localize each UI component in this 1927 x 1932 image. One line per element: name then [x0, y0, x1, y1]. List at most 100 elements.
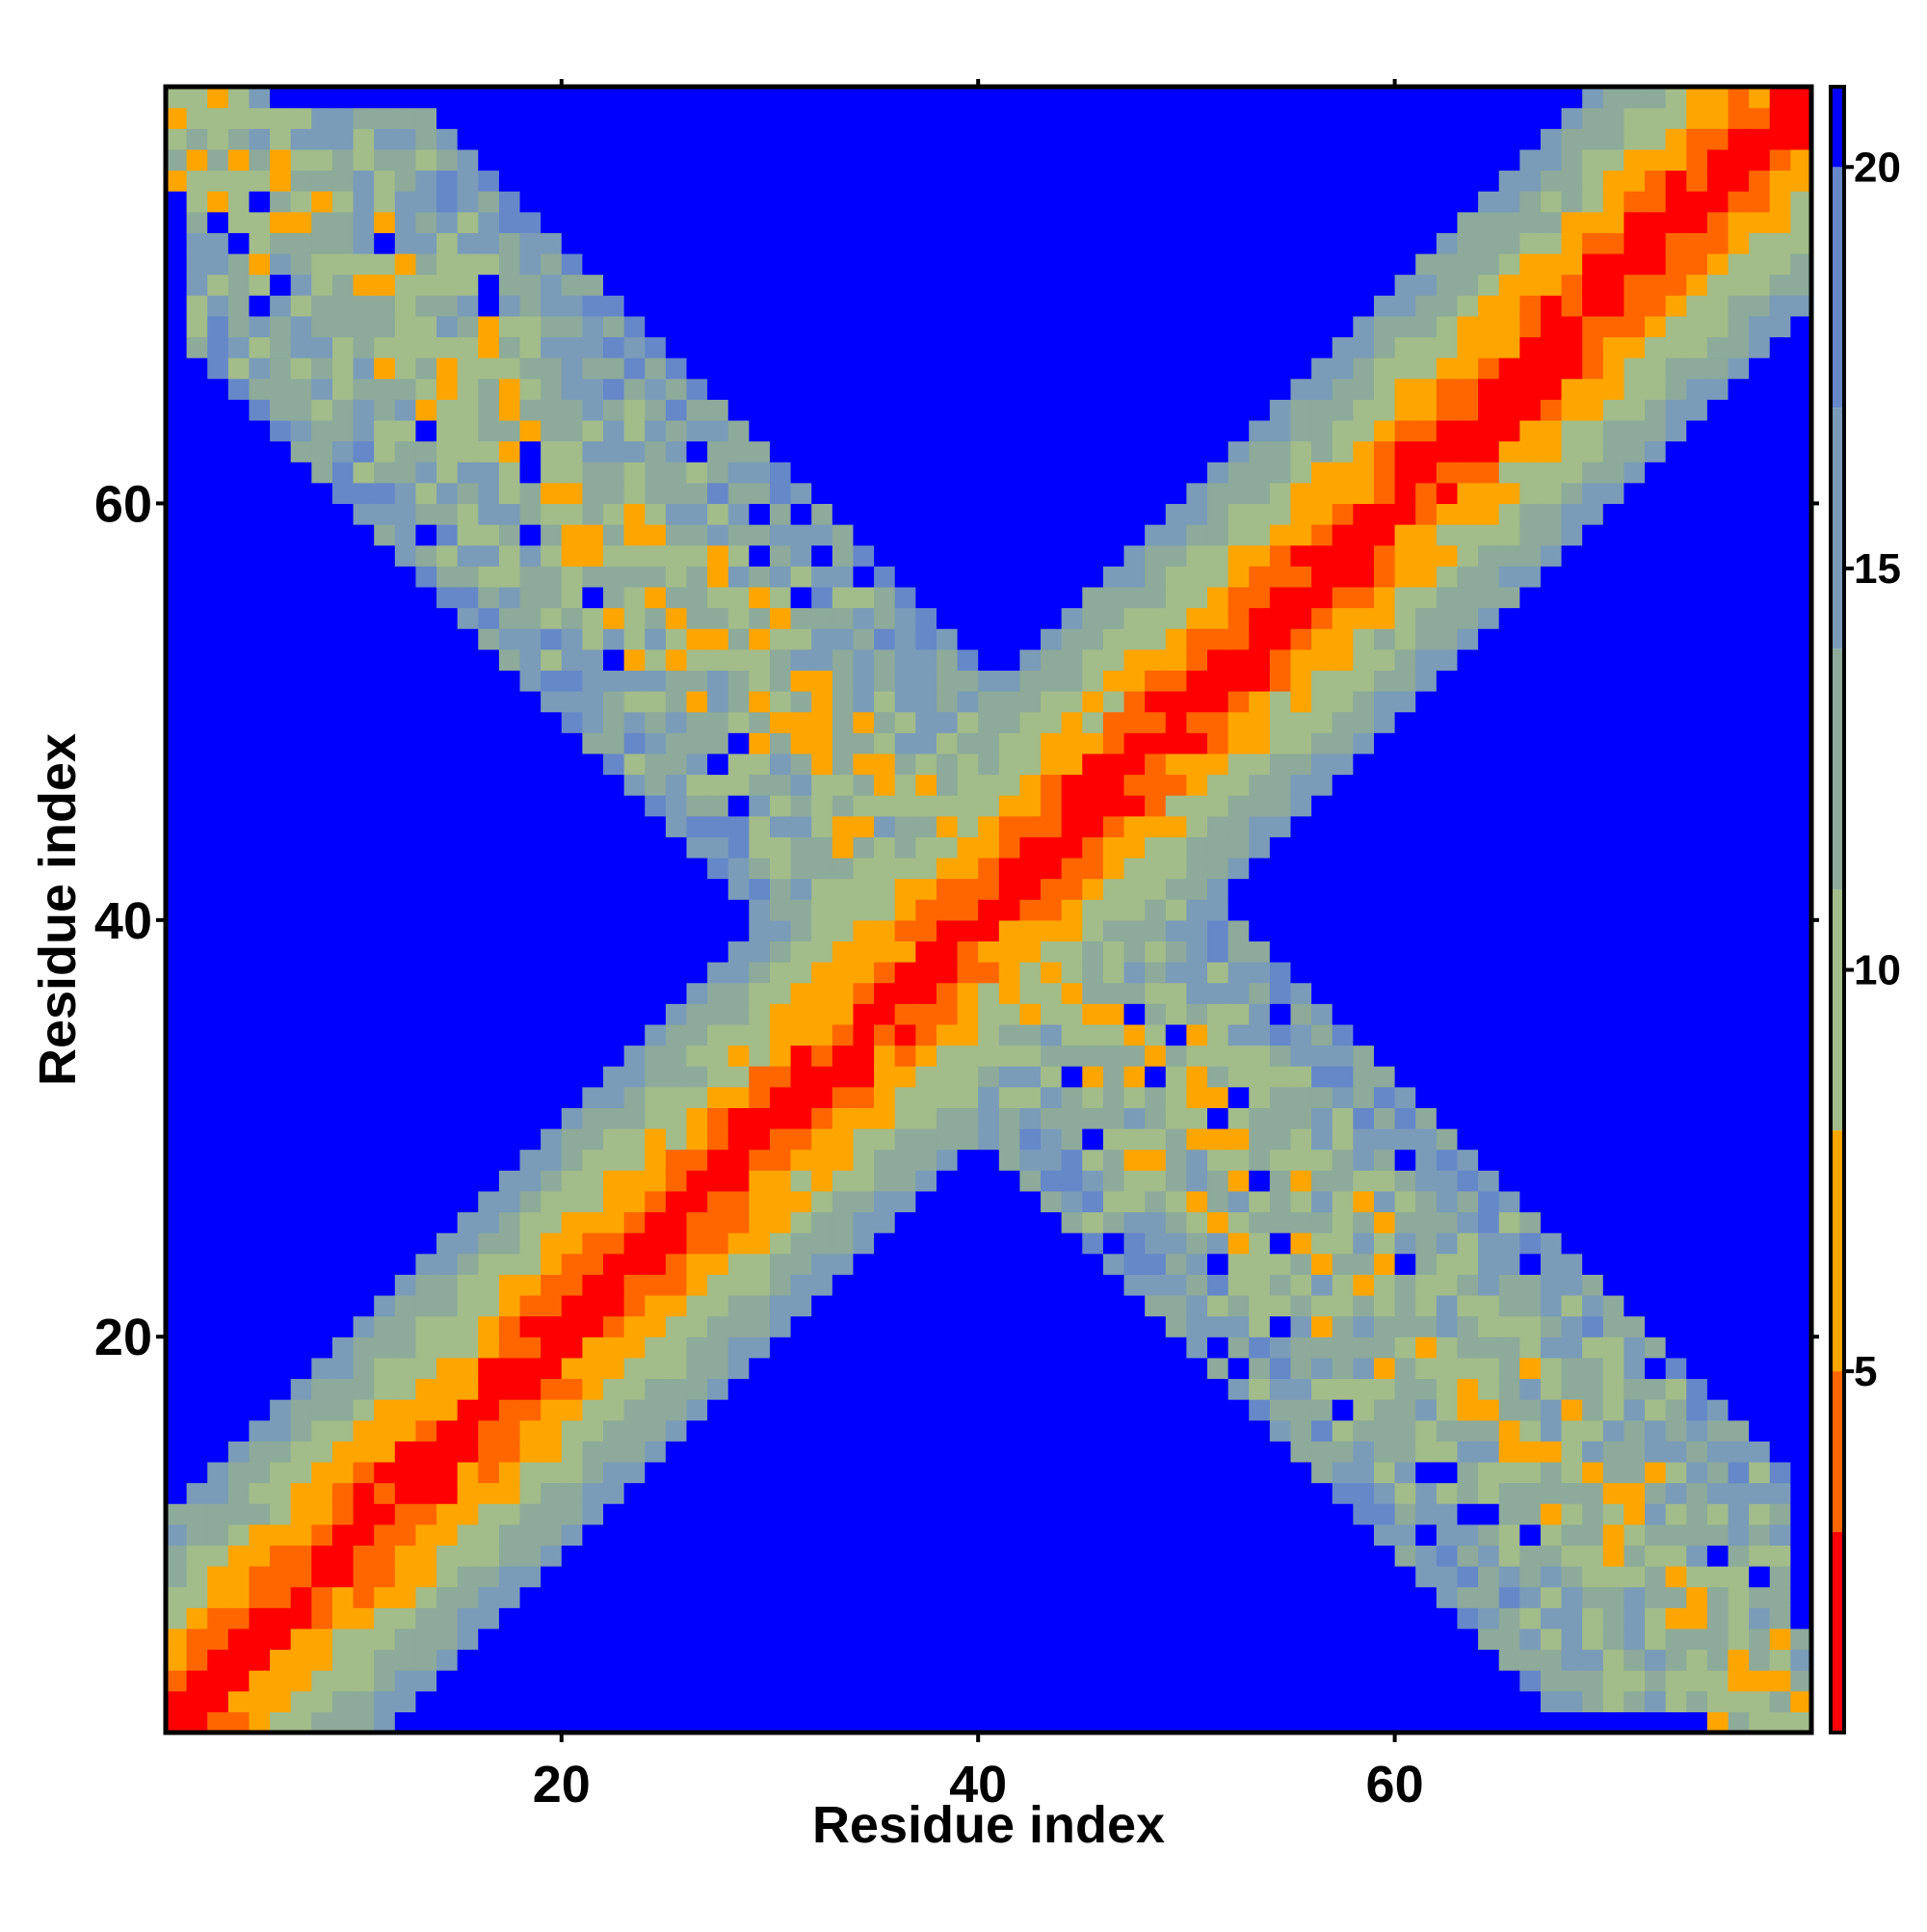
- heatmap-cell: [1311, 1232, 1333, 1255]
- heatmap-cell: [311, 940, 333, 963]
- heatmap-cell: [582, 1690, 604, 1712]
- heatmap-cell: [874, 607, 896, 629]
- heatmap-cell: [519, 274, 541, 296]
- heatmap-cell: [394, 815, 417, 837]
- heatmap-cell: [166, 940, 188, 963]
- heatmap-cell: [374, 1607, 396, 1629]
- heatmap-cell: [1457, 753, 1479, 776]
- heatmap-cell: [915, 1149, 937, 1171]
- heatmap-cell: [1290, 1461, 1312, 1484]
- heatmap-cell: [623, 753, 646, 776]
- heatmap-cell: [1227, 1357, 1250, 1380]
- heatmap-cell: [227, 252, 251, 276]
- heatmap-cell: [1207, 462, 1229, 484]
- heatmap-cell: [249, 1482, 271, 1504]
- heatmap-cell: [1082, 878, 1104, 900]
- heatmap-cell: [645, 315, 667, 338]
- heatmap-cell: [811, 1107, 833, 1129]
- heatmap-cell: [1145, 1315, 1167, 1337]
- heatmap-cell: [1041, 648, 1063, 671]
- heatmap-cell: [769, 1628, 792, 1651]
- heatmap-cell: [998, 1649, 1021, 1671]
- heatmap-cell: [1102, 1461, 1125, 1484]
- heatmap-cell: [874, 1003, 896, 1025]
- heatmap-cell: [1436, 878, 1459, 900]
- heatmap-cell: [1373, 1149, 1396, 1171]
- heatmap-cell: [727, 607, 750, 629]
- heatmap-cell: [853, 1399, 875, 1421]
- heatmap-cell: [1207, 962, 1229, 984]
- heatmap-cell: [166, 1419, 188, 1442]
- heatmap-cell: [1394, 1086, 1416, 1108]
- heatmap-cell: [978, 878, 1000, 900]
- heatmap-cell: [1227, 648, 1250, 671]
- heatmap-cell: [498, 795, 521, 817]
- heatmap-cell: [1041, 440, 1063, 463]
- heatmap-cell: [227, 670, 251, 692]
- heatmap-cell: [686, 628, 708, 650]
- heatmap-cell: [186, 336, 208, 358]
- heatmap-cell: [186, 774, 208, 796]
- heatmap-cell: [1102, 1086, 1125, 1108]
- heatmap-cell: [1269, 378, 1292, 400]
- heatmap-cell: [1249, 336, 1271, 358]
- heatmap-cell: [1353, 1066, 1375, 1088]
- heatmap-cell: [749, 607, 771, 629]
- heatmap-cell: [436, 648, 459, 671]
- heatmap-cell: [415, 899, 437, 921]
- heatmap-cell: [936, 1107, 959, 1129]
- heatmap-cell: [541, 419, 563, 442]
- heatmap-cell: [915, 607, 937, 629]
- heatmap-cell: [249, 440, 271, 463]
- heatmap-cell: [207, 1607, 229, 1629]
- heatmap-cell: [1019, 107, 1042, 129]
- heatmap-cell: [311, 1086, 333, 1108]
- heatmap-cell: [727, 899, 750, 921]
- heatmap-cell: [374, 148, 396, 172]
- heatmap-cell: [1373, 378, 1396, 400]
- heatmap-cell: [1249, 274, 1271, 296]
- heatmap-cell: [311, 1441, 333, 1463]
- heatmap-cell: [707, 148, 729, 172]
- heatmap-cell: [811, 107, 833, 129]
- heatmap-cell: [478, 607, 500, 629]
- heatmap-cell: [874, 1232, 896, 1255]
- heatmap-cell: [853, 462, 875, 484]
- heatmap-cell: [394, 732, 417, 754]
- heatmap-cell: [894, 107, 916, 129]
- heatmap-cell: [1311, 482, 1333, 504]
- heatmap-cell: [727, 524, 750, 546]
- heatmap-cell: [478, 232, 500, 254]
- heatmap-cell: [227, 815, 251, 837]
- heatmap-cell: [1041, 1607, 1063, 1629]
- heatmap-cell: [541, 1566, 563, 1588]
- heatmap-cell: [478, 1294, 500, 1317]
- heatmap-cell: [665, 607, 688, 629]
- heatmap-cell: [1478, 1566, 1500, 1588]
- heatmap-cell: [394, 774, 417, 796]
- heatmap-cell: [1082, 357, 1104, 380]
- heatmap-cell: [686, 252, 708, 276]
- heatmap-cell: [1290, 795, 1312, 817]
- heatmap-cell: [582, 1357, 604, 1380]
- heatmap-cell: [478, 732, 500, 754]
- heatmap-cell: [561, 1128, 583, 1151]
- heatmap-cell: [519, 211, 541, 233]
- heatmap-cell: [541, 962, 563, 984]
- heatmap-cell: [374, 566, 396, 588]
- heatmap-cell: [915, 1378, 937, 1400]
- heatmap-cell: [374, 336, 396, 358]
- heatmap-cell: [1290, 962, 1312, 984]
- heatmap-cell: [561, 1357, 583, 1380]
- heatmap-cell: [645, 482, 667, 504]
- heatmap-cell: [478, 1211, 500, 1233]
- heatmap-cell: [1227, 1378, 1250, 1400]
- heatmap-cell: [436, 753, 459, 776]
- heatmap-cell: [436, 1086, 459, 1108]
- heatmap-cell: [727, 1545, 750, 1567]
- heatmap-cell: [1102, 232, 1125, 254]
- heatmap-cell: [561, 1294, 583, 1317]
- heatmap-cell: [394, 1066, 417, 1088]
- heatmap-cell: [686, 1232, 708, 1255]
- heatmap-cell: [331, 295, 355, 317]
